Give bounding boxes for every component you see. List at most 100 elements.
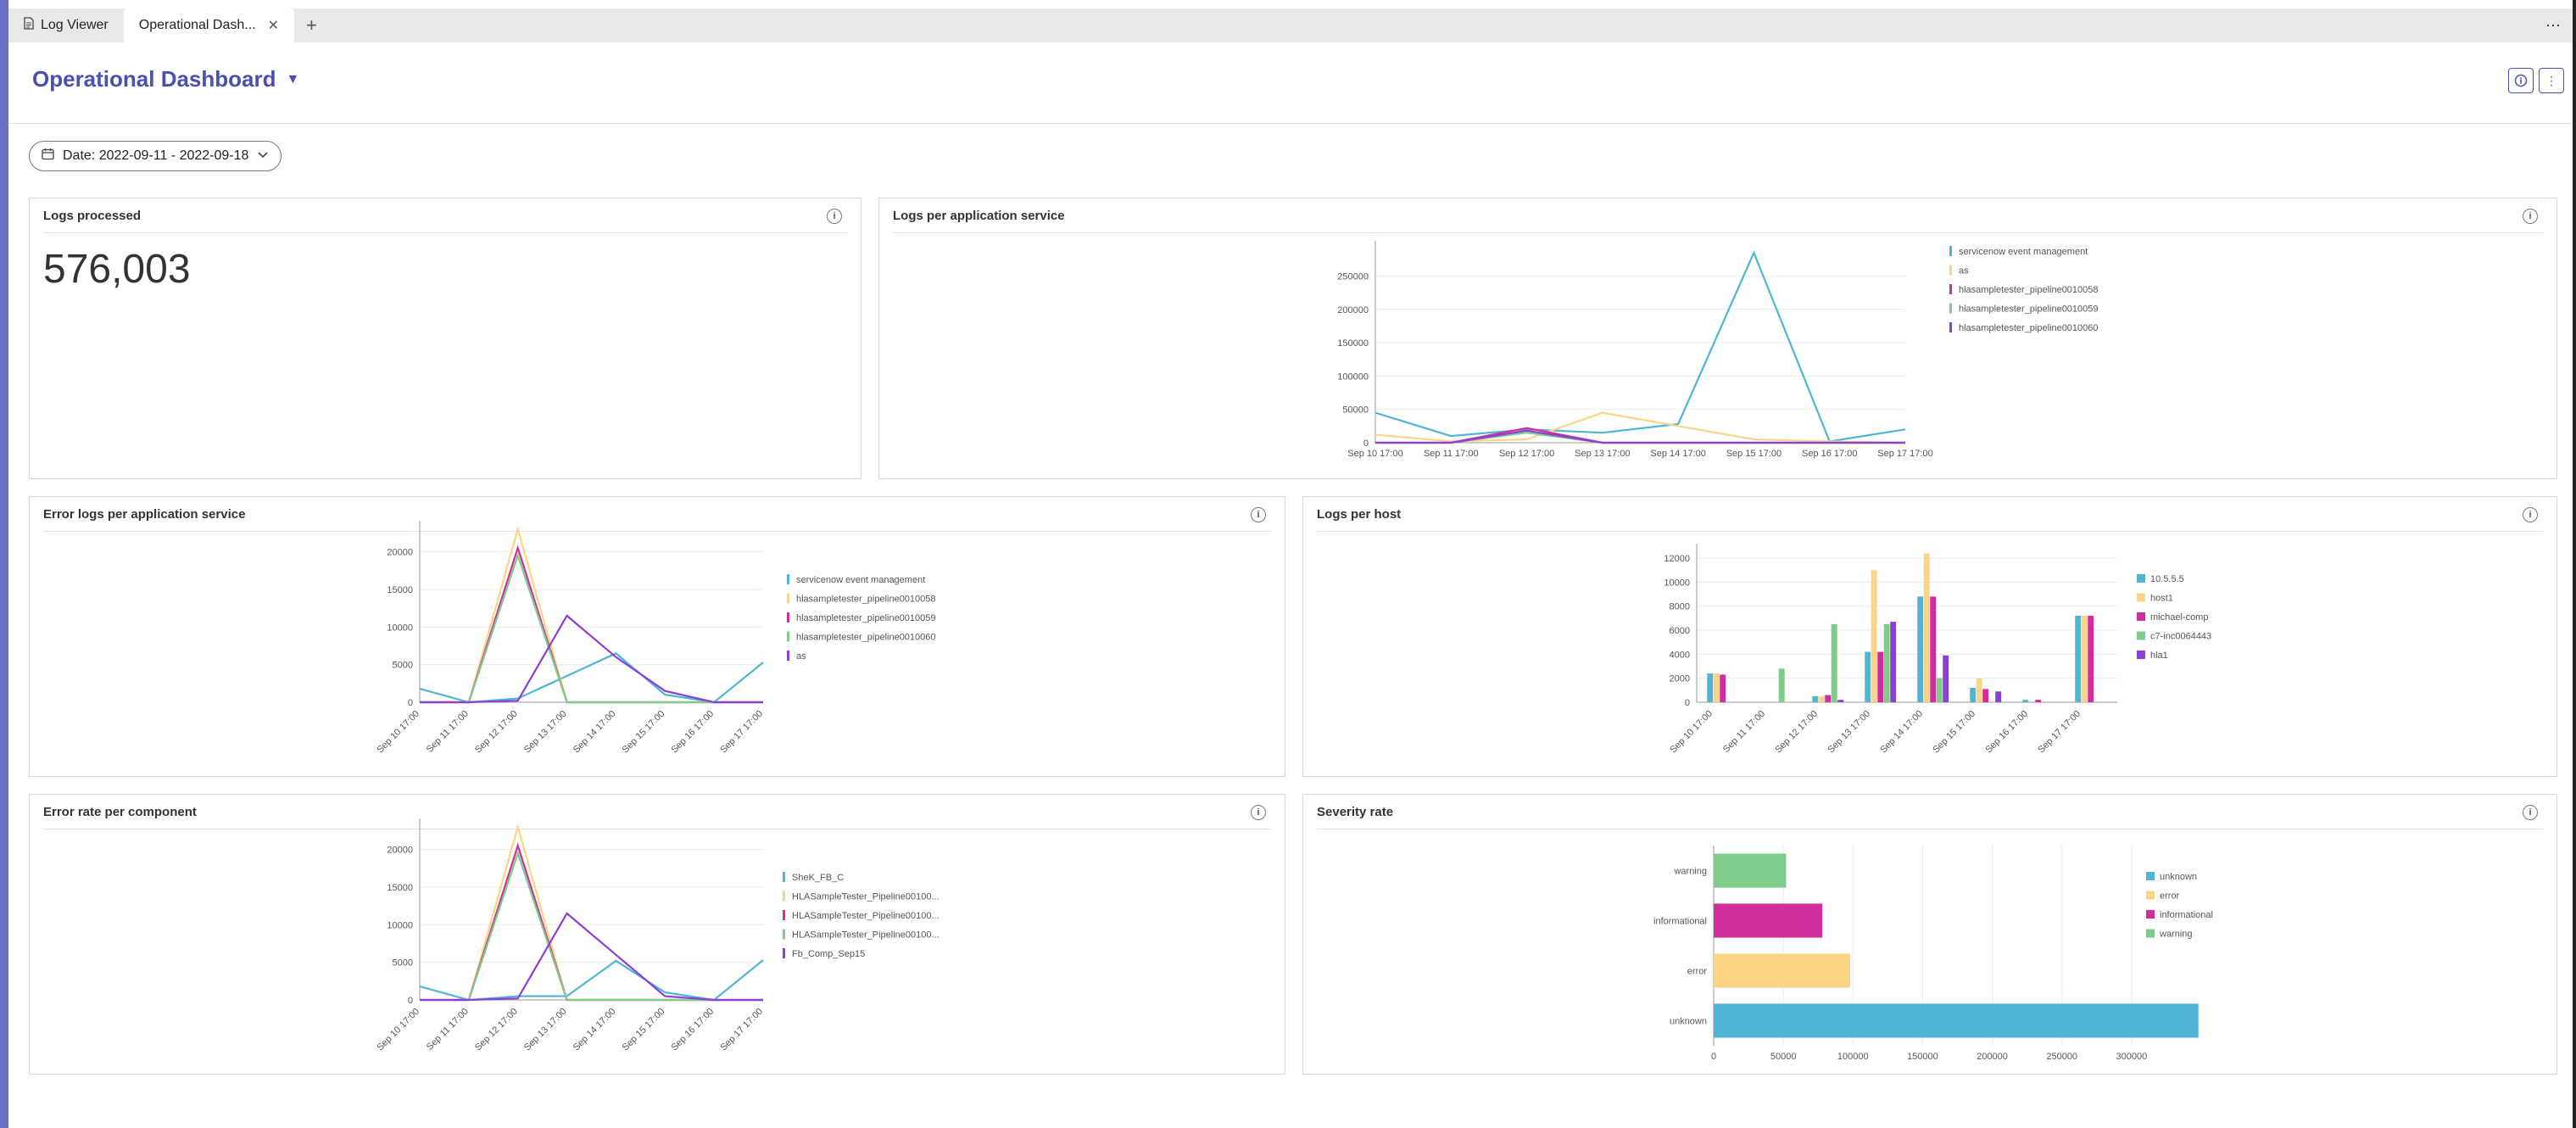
bar [1917, 596, 1924, 702]
x-tick-label: Sep 17 17:00 [1877, 449, 1932, 459]
tab-label: Log Viewer [41, 18, 109, 32]
y-tick-label: 8000 [1670, 602, 1690, 612]
logs-per-application-chart: 0 50000 100000 150000 200000 250000 Sep 10 17:… [1337, 241, 2099, 459]
card-title: Error logs per application service [43, 507, 246, 522]
legend-label: hlasampletester_pipeline0010060 [1959, 323, 2099, 333]
legend-label: hlasampletester_pipeline0010059 [796, 613, 936, 623]
x-tick-label: Sep 16 17:00 [1802, 449, 1857, 459]
x-tick-label: Sep 13 17:00 [522, 1007, 569, 1053]
legend-swatch [783, 872, 785, 882]
more-icon[interactable]: ⋯ [2545, 16, 2561, 34]
legend-label: error [2160, 891, 2180, 902]
x-tick-label: Sep 12 17:00 [473, 709, 520, 756]
y-tick-label: 250000 [1337, 271, 1369, 282]
x-tick-label: Sep 11 17:00 [425, 1007, 471, 1053]
x-tick-label: Sep 14 17:00 [1650, 449, 1705, 459]
y-tick-label: 0 [408, 996, 413, 1006]
y-tick-label: 5000 [393, 661, 413, 671]
legend-swatch [2146, 910, 2155, 919]
date-filter[interactable]: Date: 2022-09-11 - 2022-09-18 [29, 141, 282, 171]
y-tick-label: 20000 [387, 846, 413, 856]
x-tick-label: Sep 15 17:00 [1931, 709, 1977, 756]
add-tab-button[interactable]: + [306, 14, 317, 36]
calendar-icon [42, 148, 54, 165]
legend-swatch [2137, 651, 2145, 659]
x-tick-label: Sep 14 17:00 [572, 709, 618, 756]
info-icon[interactable]: i [827, 209, 842, 224]
error-rate-chart: 0 5000 10000 15000 20000 Sep 10 17:00 Sep 11 1… [375, 818, 940, 1053]
legend-swatch [783, 910, 785, 920]
x-tick-label: Sep 15 17:00 [1726, 449, 1781, 459]
legend-label: Fb_Comp_Sep15 [792, 949, 865, 959]
bar [1923, 553, 1930, 702]
info-button[interactable] [2508, 68, 2534, 93]
error-logs-chart: 0 5000 10000 15000 20000 Sep 10 17:00 Sep 11 1… [375, 521, 936, 756]
tab-bar: Log Viewer Operational Dash... ✕ + ⋯ [8, 8, 2573, 42]
x-tick-label: 50000 [1770, 1052, 1797, 1062]
x-tick-label: 100000 [1837, 1052, 1869, 1062]
x-tick-label: Sep 10 17:00 [375, 1007, 421, 1053]
tab-operational-dashboard[interactable]: Operational Dash... ✕ [123, 8, 295, 42]
x-tick-label: Sep 15 17:00 [621, 709, 667, 756]
bar [1714, 1003, 2199, 1038]
x-tick-label: Sep 12 17:00 [473, 1007, 520, 1053]
bar [1865, 651, 1871, 702]
tab-log-viewer[interactable]: Log Viewer [8, 8, 124, 42]
info-icon[interactable]: i [1251, 507, 1266, 522]
bar [1818, 695, 1825, 702]
legend-label: servicenow event management [796, 575, 925, 585]
legend-swatch [2137, 631, 2145, 640]
bar [2035, 700, 2042, 702]
y-tick-label: 10000 [387, 623, 413, 633]
x-tick-label: Sep 16 17:00 [1983, 709, 2030, 756]
series-line [420, 525, 763, 704]
series-line [420, 842, 763, 1002]
divider [43, 531, 1271, 532]
close-tab-icon[interactable]: ✕ [267, 19, 280, 33]
legend-label: 10.5.5.5 [2150, 574, 2184, 584]
y-tick-label: 0 [1363, 438, 1369, 449]
bar [1713, 673, 1720, 702]
card-error-rate-per-component: Error rate per component i 0 5000 10000 150… [29, 794, 1285, 1075]
y-tick-label: 50000 [1342, 405, 1369, 416]
x-tick-label: Sep 16 17:00 [669, 1007, 716, 1053]
bar [2022, 700, 2029, 702]
info-icon[interactable]: i [2523, 507, 2538, 522]
info-icon[interactable]: i [2523, 209, 2538, 224]
series-line [1374, 250, 1906, 443]
legend-swatch [783, 929, 785, 940]
bar [1831, 623, 1837, 702]
card-severity-rate: Severity rate i 0 50000 100000 150000 200000… [1302, 794, 2557, 1075]
x-tick-label: 150000 [1907, 1052, 1938, 1062]
y-tick-label: 100000 [1337, 371, 1369, 382]
divider [43, 232, 847, 233]
chevron-down-icon [257, 148, 269, 164]
dashboard-selector[interactable]: Operational Dashboard ▼ [32, 66, 299, 92]
series-line [420, 552, 763, 704]
legend-label: HLASampleTester_Pipeline00100... [792, 911, 940, 921]
y-tick-label: error [1687, 967, 1708, 977]
series-line [420, 614, 763, 704]
x-tick-label: 200000 [1977, 1052, 2008, 1062]
x-tick-label: Sep 16 17:00 [669, 709, 716, 756]
card-title: Logs per host [1317, 507, 1402, 522]
date-filter-label: Date: 2022-09-11 - 2022-09-18 [63, 148, 249, 163]
legend-swatch [787, 631, 789, 642]
x-tick-label: Sep 17 17:00 [2036, 709, 2083, 756]
x-tick-label: Sep 17 17:00 [718, 1007, 765, 1053]
bar [1970, 688, 1977, 702]
page-header: Operational Dashboard ▼ ⋮ [8, 42, 2573, 124]
info-icon[interactable]: i [1251, 805, 1266, 820]
y-tick-label: 12000 [1664, 554, 1690, 564]
tab-label: Operational Dash... [138, 18, 256, 32]
info-icon[interactable]: i [2523, 805, 2538, 820]
card-error-logs-per-application-service: Error logs per application service i 0 50… [29, 496, 1285, 777]
series-line [420, 912, 763, 1002]
legend-label: hlasampletester_pipeline0010060 [796, 633, 936, 643]
legend-swatch [2146, 872, 2155, 880]
more-vertical-icon[interactable]: ⋮ [2539, 68, 2564, 93]
series-line [420, 823, 763, 1002]
bar [1778, 668, 1785, 702]
legend-label: c7-inc0064443 [2150, 632, 2211, 642]
